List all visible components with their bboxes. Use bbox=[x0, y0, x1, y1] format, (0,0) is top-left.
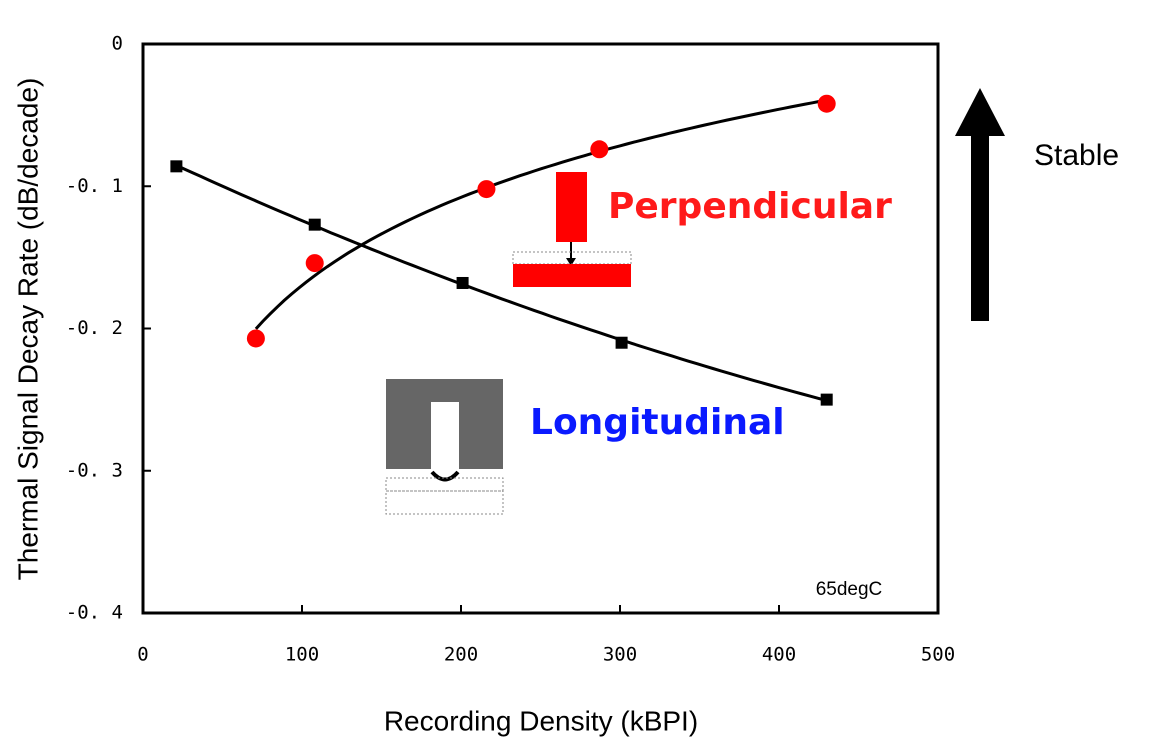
x-tick-label: 300 bbox=[603, 644, 637, 666]
data-point bbox=[305, 254, 324, 273]
data-point bbox=[615, 336, 628, 349]
y-tick-label: -0. 3 bbox=[66, 459, 123, 481]
stable-label: Stable bbox=[1034, 139, 1119, 172]
stable-arrow bbox=[955, 88, 1005, 321]
data-point bbox=[308, 218, 321, 231]
x-tick-label: 200 bbox=[444, 644, 478, 666]
temperature-label: 65degC bbox=[816, 579, 883, 600]
fit-curve bbox=[254, 98, 827, 330]
series-label: Perpendicular bbox=[608, 186, 892, 227]
x-tick-label: 500 bbox=[921, 644, 955, 666]
x-tick-label: 400 bbox=[762, 644, 796, 666]
data-point bbox=[590, 140, 609, 159]
y-axis-title: Thermal Signal Decay Rate (dB/decade) bbox=[12, 78, 43, 581]
series-label: Longitudinal bbox=[530, 402, 785, 443]
fit-curve bbox=[175, 163, 828, 402]
data-point bbox=[820, 393, 833, 406]
plot-frame bbox=[141, 42, 940, 615]
data-point bbox=[817, 94, 836, 113]
y-tick-label: -0. 1 bbox=[66, 175, 123, 197]
data-point bbox=[170, 160, 183, 173]
data-point bbox=[456, 276, 469, 289]
label-background bbox=[524, 400, 796, 448]
x-tick-label: 100 bbox=[285, 644, 319, 666]
y-tick-label: 0 bbox=[112, 33, 123, 55]
x-axis-title: Recording Density (kBPI) bbox=[384, 705, 698, 736]
data-point bbox=[246, 329, 265, 348]
data-point bbox=[477, 180, 496, 199]
x-tick-label: 0 bbox=[137, 644, 148, 666]
y-tick-label: -0. 4 bbox=[66, 602, 123, 624]
perpendicular-head-icon bbox=[512, 172, 632, 287]
y-tick-label: -0. 2 bbox=[66, 317, 123, 339]
longitudinal-head-icon bbox=[385, 379, 504, 515]
